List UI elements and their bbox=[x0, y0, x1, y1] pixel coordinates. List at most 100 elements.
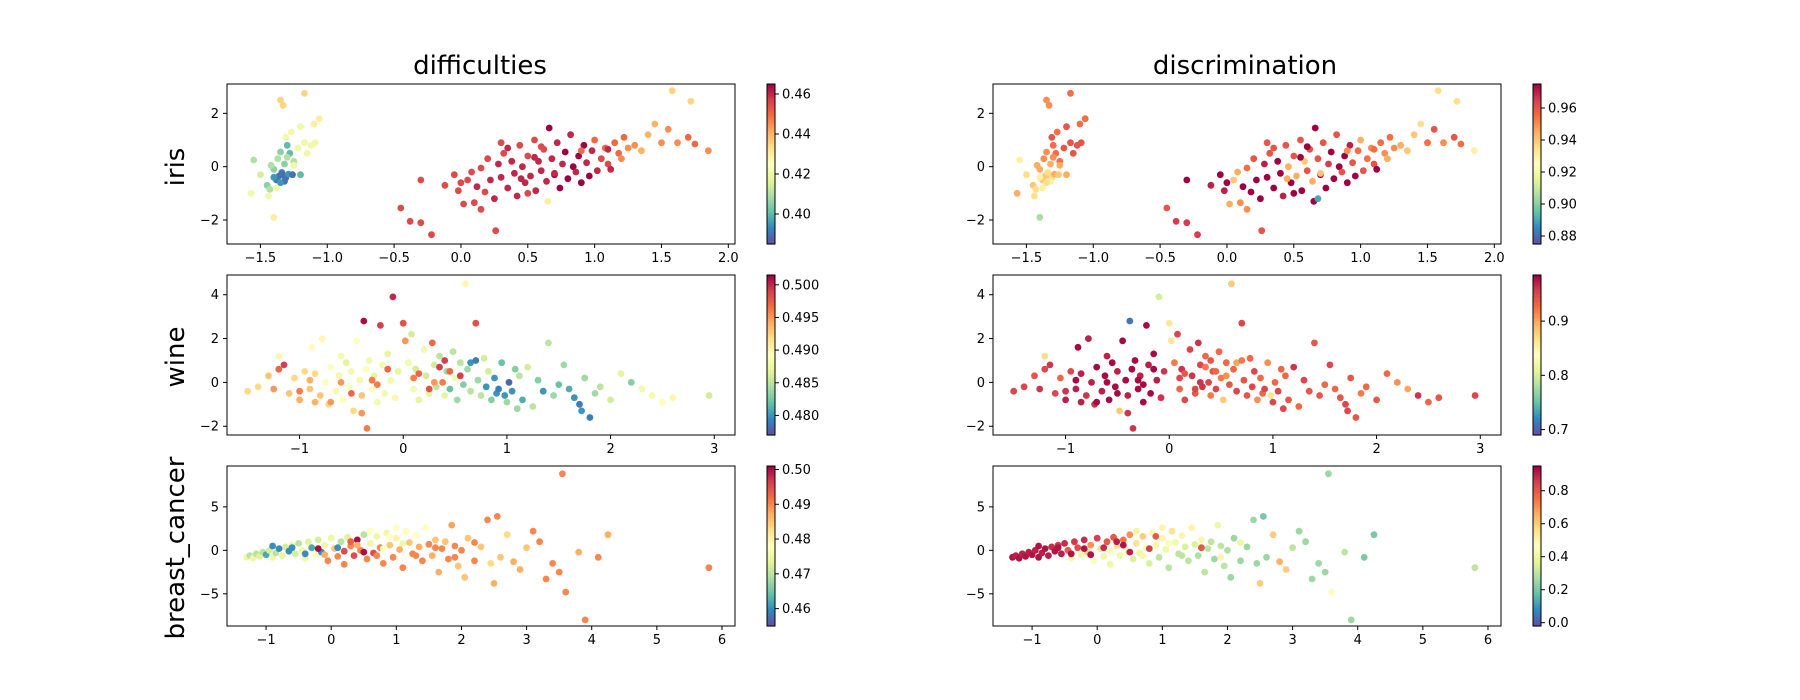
colorbar-segment bbox=[767, 174, 775, 177]
data-point bbox=[275, 545, 283, 552]
data-point bbox=[1226, 381, 1233, 388]
data-point bbox=[373, 398, 381, 406]
colorbar-segment bbox=[767, 204, 775, 207]
colorbar-segment bbox=[767, 108, 775, 111]
data-point bbox=[1263, 139, 1271, 147]
data-point bbox=[1191, 540, 1199, 548]
colorbar-segment bbox=[767, 208, 775, 211]
colorbar-segment bbox=[767, 287, 775, 290]
data-point bbox=[406, 539, 413, 546]
data-point bbox=[477, 164, 485, 172]
data-point bbox=[467, 387, 474, 395]
data-point bbox=[1119, 337, 1126, 345]
data-point bbox=[1178, 532, 1186, 539]
colorbar-segment bbox=[767, 202, 775, 205]
colorbar-segment bbox=[1533, 325, 1541, 328]
data-point bbox=[1261, 160, 1268, 168]
data-point bbox=[1270, 144, 1278, 152]
data-point bbox=[1080, 536, 1088, 544]
data-point bbox=[1383, 370, 1391, 377]
colorbar-segment bbox=[767, 608, 775, 611]
colorbar-segment bbox=[767, 172, 775, 175]
data-point bbox=[588, 147, 596, 155]
data-point bbox=[1271, 379, 1279, 386]
data-point bbox=[399, 564, 407, 572]
data-point bbox=[415, 370, 423, 377]
y-tick-label: 0 bbox=[211, 376, 219, 391]
data-point bbox=[1088, 379, 1095, 386]
data-point bbox=[394, 368, 402, 375]
colorbar-frame bbox=[766, 465, 776, 627]
colorbar-segment bbox=[1533, 612, 1541, 615]
colorbar-segment bbox=[767, 176, 775, 179]
colorbar-segment bbox=[767, 297, 775, 300]
colorbar-segment bbox=[1533, 164, 1541, 167]
colorbar-segment bbox=[767, 598, 775, 601]
data-point bbox=[549, 560, 556, 567]
data-point bbox=[504, 144, 512, 152]
colorbar-segment bbox=[1533, 377, 1541, 380]
data-point bbox=[1106, 547, 1114, 555]
colorbar-segment bbox=[767, 311, 775, 314]
data-point bbox=[1217, 542, 1225, 550]
colorbar-segment bbox=[1533, 92, 1541, 95]
data-point bbox=[1276, 558, 1283, 566]
colorbar-segment bbox=[767, 614, 775, 617]
colorbar-segment bbox=[767, 142, 775, 145]
data-point bbox=[420, 346, 428, 353]
data-point bbox=[1126, 531, 1134, 539]
data-point bbox=[1196, 361, 1204, 369]
data-point bbox=[1359, 167, 1367, 175]
data-point bbox=[1072, 376, 1080, 384]
colorbar-segment bbox=[767, 594, 775, 597]
data-point bbox=[1211, 555, 1218, 563]
x-tick-label: 2 bbox=[1223, 633, 1231, 648]
colorbar-segment bbox=[1533, 490, 1541, 493]
data-point bbox=[1076, 120, 1084, 128]
data-point bbox=[1158, 524, 1166, 532]
data-point bbox=[1295, 527, 1303, 535]
colorbar-tick-label: 0.49 bbox=[782, 498, 811, 513]
data-point bbox=[445, 555, 452, 563]
colorbar-segment bbox=[767, 532, 775, 535]
data-point bbox=[1410, 131, 1418, 139]
colorbar-segment bbox=[767, 411, 775, 414]
data-point bbox=[704, 147, 712, 155]
colorbar-segment bbox=[767, 542, 775, 545]
data-point bbox=[516, 141, 524, 149]
data-point bbox=[280, 361, 288, 369]
colorbar: 0.88 0.90 0.92 0.94 0.96 bbox=[1532, 83, 1577, 245]
y-tick-label: 0 bbox=[977, 544, 985, 559]
colorbar-segment bbox=[1533, 472, 1541, 475]
data-point bbox=[1057, 374, 1064, 382]
colorbar-segment bbox=[1533, 293, 1541, 296]
data-point bbox=[1132, 540, 1140, 547]
colorbar-segment bbox=[1533, 427, 1541, 430]
data-point bbox=[539, 387, 547, 395]
colorbar-segment bbox=[1533, 379, 1541, 382]
colorbar-segment bbox=[767, 230, 775, 233]
colorbar-segment bbox=[1533, 466, 1541, 469]
colorbar-segment bbox=[767, 120, 775, 123]
data-point bbox=[1220, 562, 1228, 570]
data-point bbox=[1290, 363, 1298, 371]
data-point bbox=[583, 159, 590, 167]
data-point bbox=[297, 123, 304, 131]
data-point bbox=[306, 376, 314, 384]
scatter-panels: −1.5 −1.0 −0.5 0.0 0.5 1.0 1.5 2.0−2020.400.420… bbox=[200, 83, 1577, 648]
colorbar-segment bbox=[1533, 166, 1541, 169]
data-point bbox=[422, 372, 430, 380]
data-point bbox=[1124, 409, 1132, 417]
colorbar-segment bbox=[1533, 134, 1541, 137]
data-point bbox=[1168, 527, 1176, 535]
data-point bbox=[324, 557, 332, 565]
data-point bbox=[581, 374, 589, 382]
x-tick-label: −1 bbox=[290, 442, 309, 457]
data-point bbox=[410, 374, 417, 382]
data-point bbox=[1349, 159, 1356, 167]
data-point bbox=[1108, 359, 1116, 367]
data-point bbox=[1181, 370, 1189, 377]
data-point bbox=[1162, 546, 1169, 553]
data-point bbox=[1314, 195, 1322, 203]
data-point bbox=[350, 552, 358, 559]
